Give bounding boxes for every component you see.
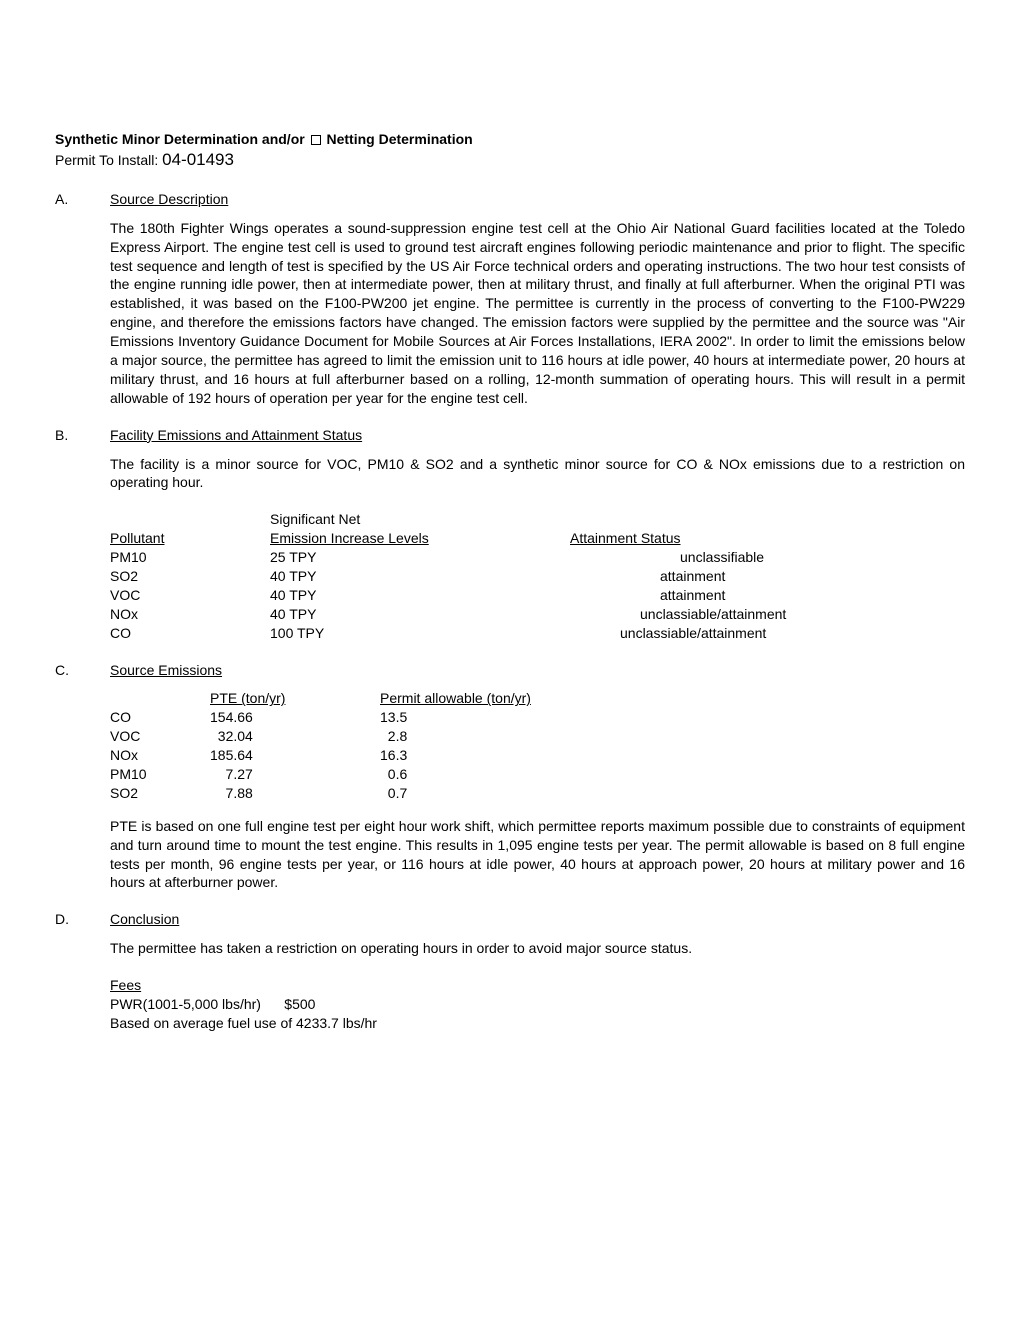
table-b-empty — [110, 510, 270, 529]
document-header: Synthetic Minor Determination and/or Net… — [55, 130, 965, 172]
section-b-paragraph: The facility is a minor source for VOC, … — [110, 455, 965, 493]
pte-cell: 7.27 — [210, 765, 380, 784]
pte-cell: 32.04 — [210, 727, 380, 746]
table-row: SO2 7.88 0.7 — [110, 784, 965, 803]
table-c-hdr3: Permit allowable (ton/yr) — [380, 689, 580, 708]
table-b-empty2 — [570, 510, 965, 529]
section-c-letter: C. — [55, 661, 110, 680]
section-d-content: The permittee has taken a restriction on… — [110, 939, 965, 1033]
fees-title: Fees — [110, 976, 965, 995]
pte-cell: 7.88 — [210, 784, 380, 803]
pollutant-cell: PM10 — [110, 548, 270, 567]
table-row: NOx185.6416.3 — [110, 746, 965, 765]
level-cell: 40 TPY — [270, 567, 570, 586]
pollutant-cell: NOx — [110, 746, 210, 765]
table-b-header-row1: Significant Net — [110, 510, 965, 529]
section-d-header: D. Conclusion — [55, 910, 965, 929]
level-cell: 25 TPY — [270, 548, 570, 567]
table-row: VOC40 TPYattainment — [110, 586, 965, 605]
allowable-cell: 2.8 — [380, 727, 580, 746]
table-row: CO100 TPYunclassiable/attainment — [110, 624, 965, 643]
section-c-paragraph: PTE is based on one full engine test per… — [110, 817, 965, 893]
spacer — [110, 803, 965, 817]
section-b-content: The facility is a minor source for VOC, … — [110, 455, 965, 643]
table-row: SO240 TPYattainment — [110, 567, 965, 586]
section-a-header: A. Source Description — [55, 190, 965, 209]
table-b-hdr3: Attainment Status — [570, 530, 681, 546]
pollutant-cell: NOx — [110, 605, 270, 624]
table-c-empty — [110, 689, 210, 708]
status-cell: attainment — [570, 586, 965, 605]
section-a: A. Source Description The 180th Fighter … — [55, 190, 965, 408]
table-b-header-row2: Pollutant Emission Increase Levels Attai… — [110, 529, 965, 548]
checkbox-icon — [311, 135, 321, 145]
table-b-hdr2-l1: Significant Net — [270, 510, 570, 529]
status-cell: unclassifiable — [570, 548, 965, 567]
table-row: PM1025 TPYunclassifiable — [110, 548, 965, 567]
section-a-paragraph: The 180th Fighter Wings operates a sound… — [110, 219, 965, 408]
section-d-paragraph: The permittee has taken a restriction on… — [110, 939, 965, 958]
table-row: CO154.6613.5 — [110, 708, 965, 727]
section-c-content: PTE (ton/yr) Permit allowable (ton/yr) C… — [110, 689, 965, 892]
permit-label: Permit To Install: — [55, 152, 162, 168]
table-row: NOx40 TPYunclassiable/attainment — [110, 605, 965, 624]
pollutant-cell: PM10 — [110, 765, 210, 784]
section-b-header: B. Facility Emissions and Attainment Sta… — [55, 426, 965, 445]
table-b-hdr2-l2: Emission Increase Levels — [270, 530, 429, 546]
fees-line1: PWR(1001-5,000 lbs/hr) $500 — [110, 995, 965, 1014]
section-a-letter: A. — [55, 190, 110, 209]
section-a-title: Source Description — [110, 190, 228, 209]
fees-line2: Based on average fuel use of 4233.7 lbs/… — [110, 1014, 965, 1033]
allowable-cell: 16.3 — [380, 746, 580, 765]
section-c-title: Source Emissions — [110, 661, 222, 680]
section-b-letter: B. — [55, 426, 110, 445]
col3wrap: Attainment Status — [570, 529, 965, 548]
table-c-header: PTE (ton/yr) Permit allowable (ton/yr) — [110, 689, 965, 708]
status-cell: unclassiable/attainment — [570, 605, 965, 624]
pollutant-cell: SO2 — [110, 784, 210, 803]
section-b-title: Facility Emissions and Attainment Status — [110, 426, 362, 445]
status-cell: unclassiable/attainment — [570, 624, 965, 643]
pte-cell: 154.66 — [210, 708, 380, 727]
pollutant-cell: VOC — [110, 727, 210, 746]
title-line: Synthetic Minor Determination and/or Net… — [55, 130, 965, 149]
table-row: VOC 32.04 2.8 — [110, 727, 965, 746]
pollutant-cell: VOC — [110, 586, 270, 605]
allowable-cell: 0.7 — [380, 784, 580, 803]
section-d: D. Conclusion The permittee has taken a … — [55, 910, 965, 1032]
level-cell: 100 TPY — [270, 624, 570, 643]
status-cell: attainment — [570, 567, 965, 586]
pollutant-cell: SO2 — [110, 567, 270, 586]
title-after: Netting Determination — [323, 131, 473, 147]
permit-number: 04-01493 — [162, 150, 234, 169]
section-a-content: The 180th Fighter Wings operates a sound… — [110, 219, 965, 408]
allowable-cell: 0.6 — [380, 765, 580, 784]
section-d-letter: D. — [55, 910, 110, 929]
title-bold: Synthetic Minor Determination and/or — [55, 131, 309, 147]
pollutant-cell: CO — [110, 708, 210, 727]
section-b: B. Facility Emissions and Attainment Sta… — [55, 426, 965, 643]
permit-line: Permit To Install: 04-01493 — [55, 149, 965, 172]
section-d-title: Conclusion — [110, 910, 179, 929]
table-b-hdr1: Pollutant — [110, 529, 270, 548]
table-row: PM10 7.27 0.6 — [110, 765, 965, 784]
level-cell: 40 TPY — [270, 605, 570, 624]
table-c-hdr2: PTE (ton/yr) — [210, 689, 380, 708]
allowable-cell: 13.5 — [380, 708, 580, 727]
pollutant-cell: CO — [110, 624, 270, 643]
level-cell: 40 TPY — [270, 586, 570, 605]
pte-cell: 185.64 — [210, 746, 380, 765]
col2wrap: Emission Increase Levels — [270, 529, 570, 548]
section-c: C. Source Emissions PTE (ton/yr) Permit … — [55, 661, 965, 893]
section-c-header: C. Source Emissions — [55, 661, 965, 680]
table-b: Significant Net Pollutant Emission Incre… — [110, 510, 965, 642]
